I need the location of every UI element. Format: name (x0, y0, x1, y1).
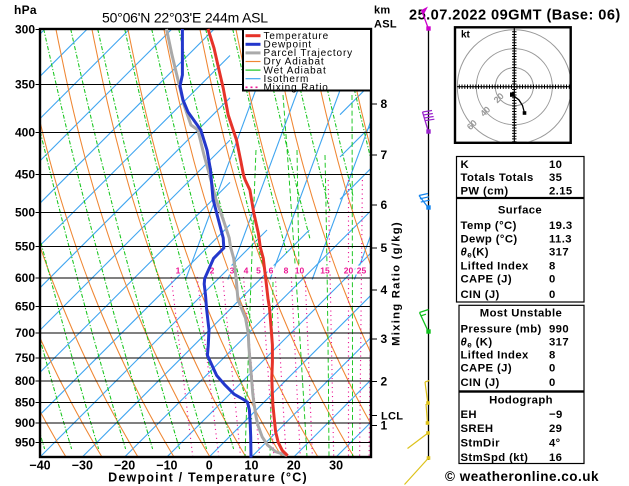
svg-text:© weatheronline.co.uk: © weatheronline.co.uk (445, 469, 599, 484)
svg-text:Most Unstable: Most Unstable (480, 308, 562, 320)
svg-text:8: 8 (381, 97, 388, 111)
svg-text:−20: −20 (114, 459, 135, 473)
svg-text:−40: −40 (29, 459, 50, 473)
svg-text:3: 3 (381, 332, 388, 346)
svg-text:10: 10 (295, 266, 305, 276)
svg-text:−30: −30 (72, 459, 93, 473)
svg-text:8: 8 (549, 260, 556, 272)
svg-text:6: 6 (269, 266, 274, 276)
svg-text:700: 700 (15, 326, 35, 340)
svg-text:Dewp (°C): Dewp (°C) (461, 233, 518, 245)
svg-text:Mixing Ratio: Mixing Ratio (264, 83, 329, 94)
svg-text:4: 4 (244, 266, 249, 276)
svg-text:0: 0 (549, 377, 556, 389)
svg-text:Lifted Index: Lifted Index (461, 350, 530, 362)
svg-text:5: 5 (256, 266, 261, 276)
svg-text:900: 900 (15, 416, 35, 430)
svg-text:LCL: LCL (381, 411, 403, 423)
svg-text:Surface: Surface (498, 205, 542, 217)
svg-text:950: 950 (15, 436, 35, 450)
svg-text:1: 1 (176, 266, 181, 276)
svg-text:Isotherm: Isotherm (264, 74, 310, 85)
svg-text:600: 600 (15, 271, 35, 285)
svg-text:990: 990 (549, 323, 569, 335)
svg-text:0: 0 (549, 289, 556, 301)
svg-text:2.15: 2.15 (549, 186, 573, 198)
svg-text:50°06'N 22°03'E 244m ASL: 50°06'N 22°03'E 244m ASL (102, 9, 268, 25)
svg-text:300: 300 (15, 22, 35, 36)
svg-text:750: 750 (15, 351, 35, 365)
svg-text:16: 16 (549, 452, 562, 464)
svg-text:CIN (J): CIN (J) (461, 377, 500, 389)
svg-text:SREH: SREH (461, 423, 494, 435)
svg-text:11.3: 11.3 (549, 233, 572, 245)
svg-text:2: 2 (210, 266, 215, 276)
svg-text:kt: kt (461, 30, 471, 41)
svg-text:850: 850 (15, 396, 35, 410)
svg-text:2: 2 (381, 375, 388, 389)
svg-text:15: 15 (320, 266, 330, 276)
svg-text:19.3: 19.3 (549, 220, 573, 232)
svg-text:1: 1 (381, 418, 388, 432)
svg-text:ASL: ASL (374, 19, 397, 31)
svg-text:8: 8 (549, 350, 556, 362)
svg-text:CAPE (J): CAPE (J) (461, 274, 513, 286)
svg-text:Mixing Ratio (g/kg): Mixing Ratio (g/kg) (391, 221, 403, 346)
svg-text:800: 800 (15, 374, 35, 388)
svg-text:8: 8 (284, 266, 289, 276)
svg-text:0: 0 (549, 274, 556, 286)
svg-text:Dewpoint: Dewpoint (264, 40, 313, 51)
svg-text:25.07.2022 09GMT (Base: 06): 25.07.2022 09GMT (Base: 06) (409, 7, 621, 23)
svg-text:−9: −9 (549, 409, 563, 421)
svg-text:StmDir: StmDir (461, 437, 501, 449)
svg-text:10: 10 (245, 459, 259, 473)
svg-text:StmSpd (kt): StmSpd (kt) (461, 452, 529, 464)
svg-text:Pressure (mb): Pressure (mb) (461, 323, 542, 335)
svg-text:3: 3 (230, 266, 235, 276)
svg-text:650: 650 (15, 300, 35, 314)
svg-text:CIN (J): CIN (J) (461, 289, 500, 301)
svg-text:450: 450 (15, 168, 35, 182)
svg-text:Parcel Trajectory: Parcel Trajectory (264, 48, 353, 59)
svg-text:20: 20 (287, 459, 301, 473)
svg-text:Dewpoint / Temperature (°C): Dewpoint / Temperature (°C) (108, 471, 308, 485)
svg-text:θe (K): θe (K) (461, 336, 493, 349)
svg-text:350: 350 (15, 78, 35, 92)
svg-text:CAPE (J): CAPE (J) (461, 363, 513, 375)
svg-text:5: 5 (381, 241, 388, 255)
svg-text:−10: −10 (156, 459, 177, 473)
svg-text:35: 35 (549, 172, 562, 184)
svg-text:7: 7 (381, 148, 388, 162)
svg-text:10: 10 (549, 159, 562, 171)
svg-text:km: km (374, 5, 391, 17)
svg-text:317: 317 (549, 336, 569, 348)
svg-text:K: K (461, 159, 470, 171)
svg-text:500: 500 (15, 205, 35, 219)
svg-text:6: 6 (381, 198, 388, 212)
svg-text:400: 400 (15, 125, 35, 139)
svg-text:29: 29 (549, 423, 562, 435)
svg-text:Dry Adiabat: Dry Adiabat (264, 57, 325, 68)
svg-text:Hodograph: Hodograph (489, 395, 553, 407)
svg-text:20: 20 (344, 266, 354, 276)
svg-text:hPa: hPa (14, 3, 37, 17)
svg-text:EH: EH (461, 409, 478, 421)
svg-text:PW (cm): PW (cm) (461, 186, 509, 198)
svg-text:Lifted Index: Lifted Index (461, 260, 530, 272)
svg-text:0: 0 (206, 459, 213, 473)
svg-text:Temperature: Temperature (264, 31, 330, 42)
svg-text:4: 4 (381, 283, 388, 297)
svg-text:550: 550 (15, 240, 35, 254)
svg-text:4°: 4° (549, 437, 561, 449)
svg-text:317: 317 (549, 247, 569, 259)
svg-text:30: 30 (329, 459, 343, 473)
svg-text:θe(K): θe(K) (461, 247, 489, 260)
svg-text:Wet Adiabat: Wet Adiabat (264, 65, 327, 76)
svg-text:Totals Totals: Totals Totals (461, 172, 534, 184)
svg-text:25: 25 (357, 266, 367, 276)
svg-text:0: 0 (549, 363, 556, 375)
svg-text:Temp (°C): Temp (°C) (461, 220, 517, 232)
